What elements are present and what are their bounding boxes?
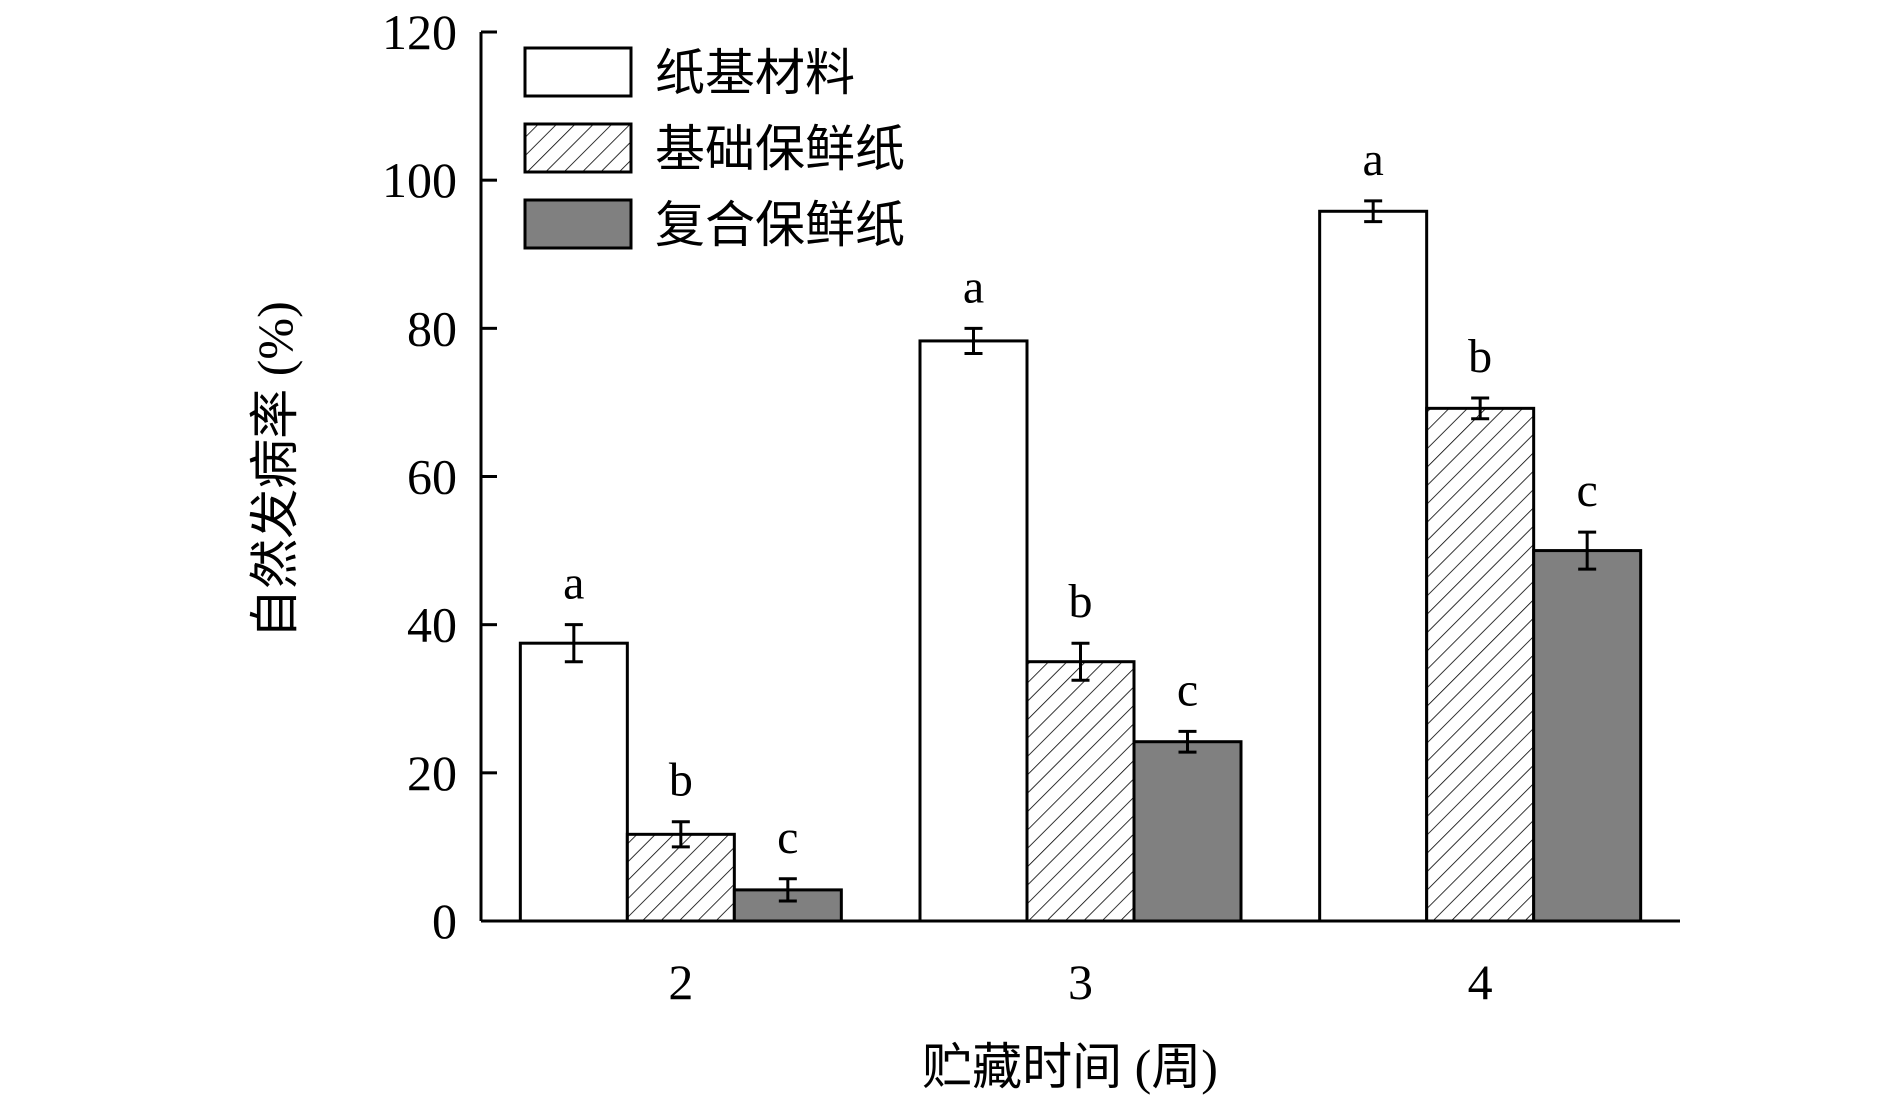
y-tick-label: 40 [407,597,457,653]
significance-label: a [563,557,584,610]
significance-label: b [669,754,693,807]
y-tick-label: 80 [407,300,457,356]
significance-label: c [1577,464,1598,517]
x-tick-label: 2 [668,954,693,1010]
bar-paper-base [1318,209,1429,923]
legend-swatch-basic-paper [523,122,633,174]
x-axis-title: 贮藏时间 (周) [922,1039,1218,1095]
significance-label: c [1177,663,1198,716]
legend-label-composite-paper: 复合保鲜纸 [655,197,905,253]
y-tick-label: 0 [432,893,457,949]
bar-basic-paper [1425,406,1536,923]
significance-label: c [777,811,798,864]
bar-paper-base [518,641,629,923]
bar-paper-base [918,339,1029,923]
legend-label-basic-paper: 基础保鲜纸 [655,121,905,177]
legend-label-paper-base: 纸基材料 [655,45,855,101]
bar-composite-paper [1132,740,1243,923]
x-tick-label: 4 [1468,954,1493,1010]
significance-label: b [1468,330,1492,383]
legend-swatch-paper-base [523,46,633,98]
legend-swatch-composite-paper [523,198,633,250]
y-tick-label: 60 [407,449,457,505]
significance-label: a [963,260,984,313]
x-tick-label: 3 [1068,954,1093,1010]
bar-composite-paper [1532,549,1643,923]
significance-label: a [1363,133,1384,186]
legend: 纸基材料 基础保鲜纸 复合保鲜纸 [523,45,905,253]
significance-label: b [1069,575,1093,628]
y-tick-label: 120 [382,4,457,60]
plot-area: 0 20 40 60 80 100 120 2 a b c 3 a b c 4 a b c [382,4,1680,1010]
y-tick-label: 100 [382,152,457,208]
y-axis-title: 自然发病率 (%) [247,301,303,638]
y-tick-label: 20 [407,745,457,801]
bar-basic-paper [1025,660,1136,923]
